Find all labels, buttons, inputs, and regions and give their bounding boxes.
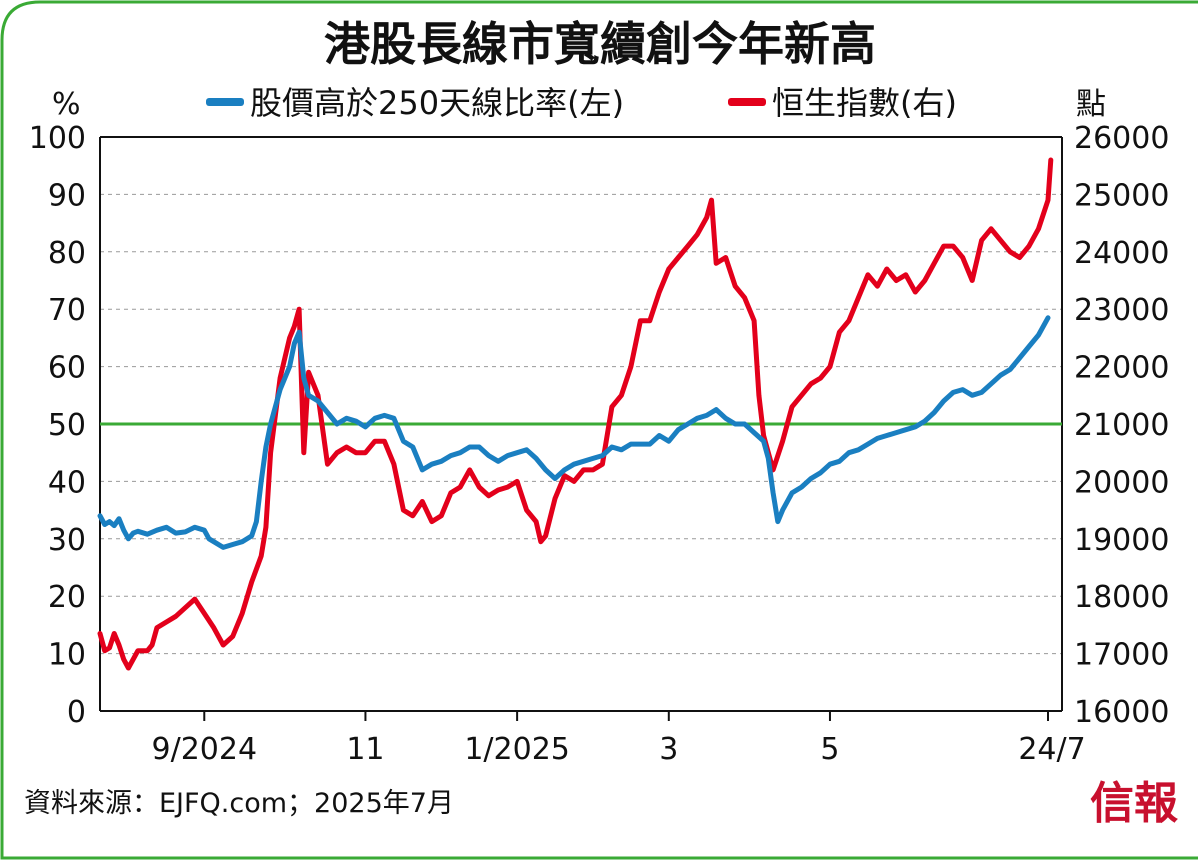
series-line-breadth <box>97 315 1051 550</box>
x-tick-label: 3 <box>659 732 678 767</box>
legend-swatch-breadth <box>206 98 244 106</box>
chart-title: 港股長線市寬續創今年新高 <box>324 17 876 71</box>
x-tick-label: 9/2024 <box>152 732 258 767</box>
left-tick-label: 70 <box>48 293 86 328</box>
right-tick-label: 21000 <box>1074 408 1169 443</box>
left-tick-label: 60 <box>48 351 86 386</box>
left-tick-label: 10 <box>48 638 86 673</box>
legend: 股價高於250天線比率(左) 恒生指數(右) <box>206 84 957 122</box>
right-tick-label: 16000 <box>1074 695 1169 730</box>
right-tick-label: 26000 <box>1074 121 1169 156</box>
x-tick-label: 5 <box>820 732 839 767</box>
left-tick-label: 90 <box>48 178 86 213</box>
right-tick-label: 17000 <box>1074 638 1169 673</box>
source-note: 資料來源：EJFQ.com；2025年7月 <box>24 788 454 819</box>
publisher-logo: 信報 <box>1090 778 1178 829</box>
right-tick-label: 18000 <box>1074 580 1169 615</box>
right-axis-unit: 點 <box>1076 87 1106 122</box>
legend-label-breadth: 股價高於250天線比率(左) <box>250 84 624 122</box>
left-tick-label: 20 <box>48 580 86 615</box>
left-tick-label: 80 <box>48 236 86 271</box>
right-tick-label: 22000 <box>1074 351 1169 386</box>
right-tick-label: 23000 <box>1074 293 1169 328</box>
x-tick-label: 1/2025 <box>464 732 570 767</box>
series-line-hsi <box>97 157 1054 671</box>
left-tick-label: 50 <box>48 408 86 443</box>
right-tick-label: 25000 <box>1074 178 1169 213</box>
right-tick-label: 20000 <box>1074 465 1169 500</box>
left-tick-label: 0 <box>67 695 86 730</box>
legend-swatch-hsi <box>728 98 766 106</box>
right-tick-label: 24000 <box>1074 236 1169 271</box>
left-axis-unit: % <box>52 87 81 122</box>
x-tick-label: 11 <box>346 732 384 767</box>
legend-label-hsi: 恒生指數(右) <box>772 84 957 122</box>
left-tick-label: 100 <box>29 121 86 156</box>
right-tick-label: 19000 <box>1074 523 1169 558</box>
x-tick-label: 24/7 <box>1018 732 1085 767</box>
left-tick-label: 30 <box>48 523 86 558</box>
left-tick-label: 40 <box>48 465 86 500</box>
